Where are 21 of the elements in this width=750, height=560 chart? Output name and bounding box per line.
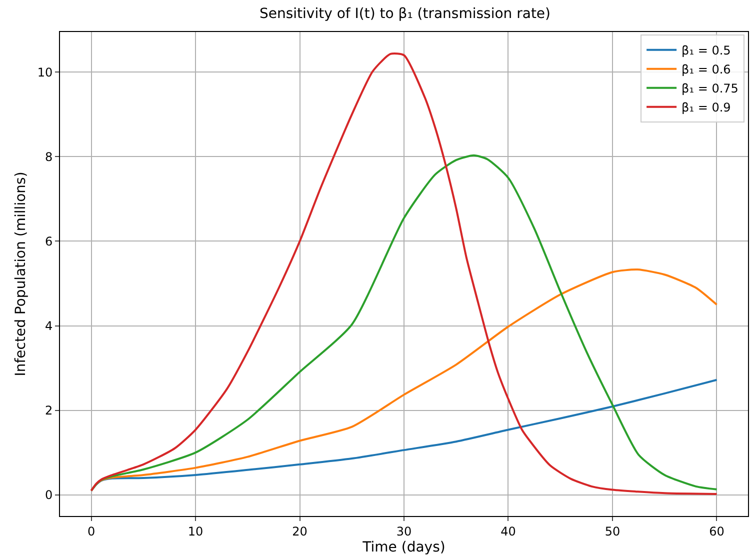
- x-tick-label: 10: [188, 524, 204, 538]
- legend-label: β₁ = 0.5: [682, 44, 731, 58]
- x-tick-label: 40: [500, 524, 516, 538]
- chart-title: Sensitivity of I(t) to β₁ (transmission rate): [259, 6, 551, 22]
- x-tick-label: 50: [604, 524, 620, 538]
- y-tick-label: 8: [44, 150, 53, 164]
- line-series: [90, 154, 718, 492]
- y-tick-label: 6: [44, 234, 53, 248]
- y-tick-label: 10: [37, 65, 53, 80]
- x-axis-title: Time (days): [362, 540, 446, 556]
- y-tick-label: 2: [44, 404, 53, 418]
- y-tick-label: 4: [44, 318, 53, 333]
- x-tick-label: 30: [396, 524, 412, 538]
- x-tick-label: 60: [709, 524, 724, 538]
- x-tick-label: 20: [292, 524, 308, 538]
- legend-label: β₁ = 0.9: [682, 100, 731, 115]
- x-tick-label: 0: [87, 524, 96, 538]
- y-tick-label: 0: [44, 488, 53, 502]
- legend-label: β₁ = 0.75: [682, 82, 738, 96]
- y-axis-title: Infected Population (millions): [12, 172, 29, 376]
- legend-label: β₁ = 0.6: [682, 62, 731, 77]
